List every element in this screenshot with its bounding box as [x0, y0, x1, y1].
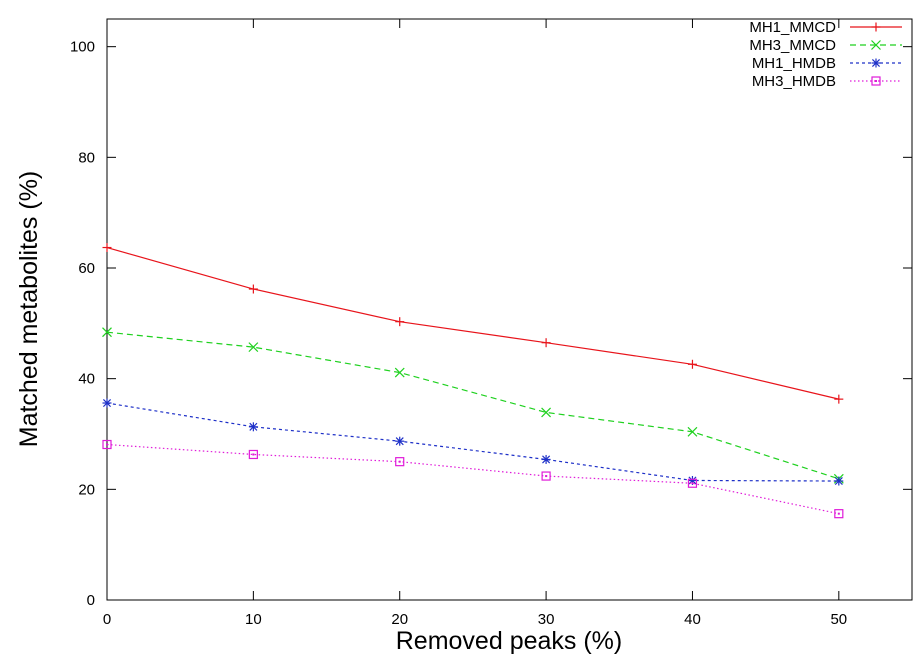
- x-tick-label: 30: [538, 611, 555, 628]
- series-line: [106, 246, 839, 400]
- marker-box: [871, 76, 881, 86]
- legend-label: MH3_HMDB: [752, 73, 836, 90]
- data-point: [541, 471, 551, 481]
- marker-stroke: [102, 327, 112, 338]
- plot-frame: [106, 18, 913, 601]
- x-tick-label: 20: [391, 611, 408, 628]
- data-point: [834, 476, 844, 486]
- data-point: [102, 398, 112, 408]
- marker-stroke: [394, 367, 405, 378]
- data-point: [394, 367, 405, 378]
- marker-box-dot: [398, 460, 401, 463]
- x-tick-label: 0: [103, 611, 111, 628]
- data-point: [834, 394, 844, 404]
- y-tick-label: 80: [78, 149, 95, 166]
- legend-marker: [871, 22, 881, 32]
- data-point: [687, 359, 697, 369]
- x-tick-label: 40: [684, 611, 701, 628]
- x-axis-label: Removed peaks (%): [396, 627, 622, 655]
- marker-box: [248, 449, 258, 460]
- data-point: [687, 478, 698, 488]
- y-tick-label: 0: [87, 592, 95, 609]
- data-point: [248, 449, 258, 460]
- marker-stroke: [102, 398, 112, 408]
- marker-box-dot: [691, 482, 694, 485]
- legend-marker: [871, 58, 881, 68]
- marker-stroke: [871, 40, 881, 50]
- y-tick-label: 20: [78, 481, 95, 498]
- series-line: [106, 443, 839, 515]
- marker-stroke: [542, 455, 551, 464]
- marker-box: [834, 509, 844, 519]
- data-point: [248, 342, 259, 353]
- legend-label: MH1_MMCD: [749, 19, 836, 36]
- data-point: [248, 422, 258, 432]
- y-tick-label: 60: [78, 260, 95, 277]
- series-mh1-hmdb: [102, 398, 844, 486]
- data-point: [102, 243, 112, 253]
- y-axis-label: Matched metabolites (%): [15, 171, 43, 448]
- marker-box: [102, 439, 112, 450]
- data-point: [395, 457, 405, 467]
- marker-box: [687, 478, 698, 488]
- marker-stroke: [249, 422, 258, 431]
- marker-box-dot: [545, 475, 548, 478]
- series-layer: [102, 243, 844, 519]
- series-line: [106, 402, 839, 482]
- axis-ticks: [106, 19, 912, 601]
- legend-marker: [871, 40, 881, 50]
- marker-box: [541, 471, 551, 481]
- legend-marker: [871, 76, 881, 86]
- data-point: [541, 407, 552, 418]
- marker-box-dot: [837, 512, 840, 515]
- data-point: [541, 338, 551, 348]
- marker-box: [395, 457, 405, 467]
- y-tick-labels: 0 20 40 60 80 100: [70, 39, 95, 609]
- series-mh3-hmdb: [102, 439, 844, 519]
- data-point: [541, 454, 551, 464]
- marker-box-dot: [252, 453, 255, 456]
- x-tick-label: 50: [830, 611, 847, 628]
- marker-stroke: [834, 477, 843, 486]
- series-mh3-mmcd: [102, 327, 844, 484]
- marker-stroke: [248, 342, 259, 353]
- x-tick-labels: 0 10 20 30 40 50: [103, 611, 847, 628]
- series-line: [106, 331, 840, 480]
- data-point: [687, 426, 698, 437]
- y-tick-label: 100: [70, 39, 95, 56]
- data-point: [102, 439, 112, 450]
- data-point: [248, 284, 258, 294]
- y-tick-label: 40: [78, 371, 95, 388]
- data-point: [102, 327, 112, 338]
- legend-item: MH3_MMCD: [749, 37, 902, 54]
- legend-label: MH1_HMDB: [752, 55, 836, 72]
- data-point: [395, 317, 405, 327]
- data-point: [395, 436, 405, 446]
- legend-item: MH1_MMCD: [749, 19, 902, 36]
- legend-label: MH3_MMCD: [749, 37, 836, 54]
- legend-item: MH3_HMDB: [752, 73, 902, 90]
- marker-box-dot: [875, 80, 877, 82]
- series-mh1-mmcd: [102, 243, 844, 404]
- legend-item: MH1_HMDB: [752, 55, 902, 72]
- x-tick-label: 10: [245, 611, 262, 628]
- marker-stroke: [395, 437, 404, 446]
- marker-stroke: [871, 58, 881, 68]
- marker-stroke: [687, 426, 698, 437]
- data-point: [834, 509, 844, 519]
- marker-stroke: [541, 407, 552, 418]
- marker-box-dot: [106, 443, 108, 446]
